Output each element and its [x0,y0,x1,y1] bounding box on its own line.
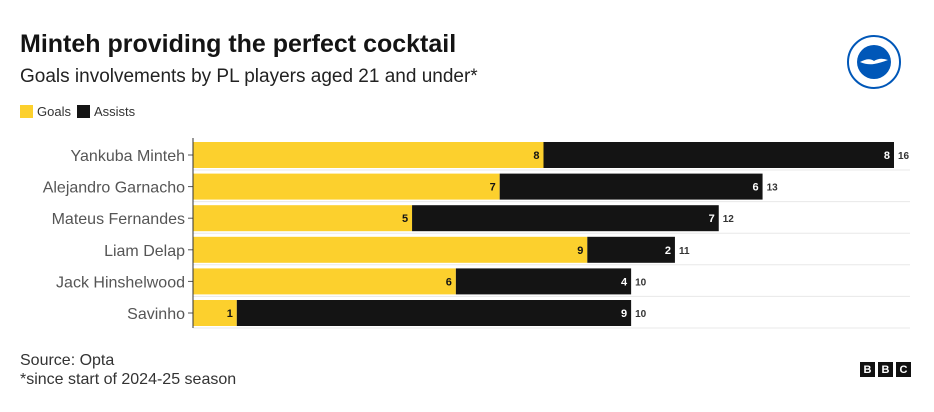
data-label: 2 [665,245,671,257]
data-label: 7 [490,182,496,194]
bbc-letter: B [860,362,875,377]
total-label: 11 [679,246,690,257]
category-label: Savinho [127,306,185,323]
total-label: 12 [723,214,735,225]
data-label: 7 [709,213,715,225]
legend-label-assists: Assists [93,104,136,119]
bar-goals [193,236,588,263]
data-label: 1 [227,308,233,320]
brighton-logo [847,35,901,89]
data-label: 8 [884,150,890,162]
bar-goals [193,142,544,168]
bar-assists [455,268,632,295]
category-label: Alejandro Garnacho [43,180,185,197]
category-label: Yankuba Minteh [71,148,185,165]
legend-swatch-goals [20,105,33,118]
bbc-letter: B [878,362,893,377]
bar-assists [543,142,894,168]
legend: Goals Assists [20,104,135,119]
bar-goals [193,268,456,295]
bar-assists [587,236,675,263]
bar-goals [193,205,413,232]
category-label: Jack Hinshelwood [56,274,185,291]
legend-label-goals: Goals [37,104,71,119]
data-label: 9 [577,245,583,257]
chart-title: Minteh providing the perfect cocktail [20,30,457,58]
total-label: 10 [635,277,647,288]
footnote-text: *since start of 2024-25 season [20,371,237,388]
total-label: 16 [898,151,910,162]
source-note: Source: Opta *since start of 2024-25 sea… [20,351,236,389]
data-label: 5 [402,213,408,225]
data-label: 6 [752,182,758,194]
chart-subtitle: Goals involvements by PL players aged 21… [20,66,478,87]
category-label: Liam Delap [104,243,185,260]
bbc-letter: C [896,362,911,377]
bar-assists [412,205,719,232]
legend-swatch-assists [76,105,90,118]
source-text: Source: Opta [20,352,115,369]
category-label: Mateus Fernandes [52,211,185,228]
bar-assists [236,300,632,326]
bar-assists [499,173,763,200]
bar-goals [193,173,500,200]
data-label: 8 [533,150,539,162]
total-label: 13 [767,183,779,194]
data-label: 6 [446,276,452,288]
data-label: 9 [621,308,627,320]
bar-goals [193,300,237,326]
total-label: 10 [635,309,647,320]
data-label: 4 [621,276,628,288]
bbc-logo: B B C [860,362,911,377]
